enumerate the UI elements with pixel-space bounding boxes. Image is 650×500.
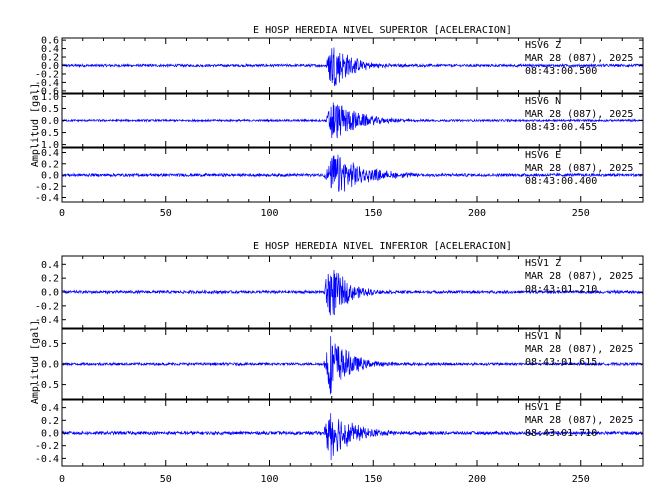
x-tick-label: 100 [260, 208, 278, 219]
panel-superior-z-ytick-label: -0.2 [35, 69, 59, 80]
panel-superior-e-trace [61, 154, 644, 192]
panel-inferior-e-ytick-label: -0.2 [35, 441, 59, 452]
panel-superior-z-ytick-label: 0.4 [41, 44, 59, 55]
panel-superior-z-trace [61, 47, 644, 87]
panel-inferior-e-ytick-label: 0.2 [41, 416, 59, 427]
panel-superior-n-ytick-label: 0.5 [41, 104, 59, 115]
panel-superior-e-date: MAR 28 (087), 2025 [525, 163, 633, 174]
panel-superior-n-time: 08:43:00.455 [525, 122, 597, 133]
panel-inferior-e-time: 08:43:01.710 [525, 428, 597, 439]
panel-inferior-z-ytick-label: 0.0 [41, 288, 59, 299]
panel-inferior-e-date: MAR 28 (087), 2025 [525, 415, 633, 426]
panel-inferior-n-ytick-label: -0.5 [35, 380, 59, 391]
panel-superior-e-ytick-label: 0.0 [41, 171, 59, 182]
x-tick-label: 50 [160, 474, 172, 485]
panel-inferior-e-ytick-label: 0.0 [41, 429, 59, 440]
panel-superior-n-ytick-label: 0.0 [41, 116, 59, 127]
panel-inferior-z-ytick-label: 0.4 [41, 260, 59, 271]
panel-superior-e-ytick-label: -0.2 [35, 182, 59, 193]
panel-superior-z-date: MAR 28 (087), 2025 [525, 53, 633, 64]
panel-superior-z-ytick-label: -0.6 [35, 86, 59, 97]
panel-superior-e-ytick-label: 0.2 [41, 159, 59, 170]
x-tick-label: 150 [364, 208, 382, 219]
panel-superior-z-ytick-label: -0.4 [35, 78, 59, 89]
panel-inferior-z-station-label: HSV1 Z [525, 258, 561, 269]
x-tick-label: 100 [260, 474, 278, 485]
panel-superior-n-ytick-label: -1.0 [35, 140, 59, 151]
x-tick-label: 0 [59, 208, 65, 219]
y-axis-label: Amplitud [gal] [30, 320, 41, 404]
y-axis-label: Amplitud [gal] [30, 83, 41, 167]
panel-superior-n-trace [61, 102, 644, 139]
panel-superior-n-station-label: HSV6 N [525, 96, 561, 107]
panel-inferior-z-ytick-label: -0.4 [35, 315, 59, 326]
x-tick-label: 250 [572, 208, 590, 219]
panel-superior-z-time: 08:43:00.500 [525, 66, 597, 77]
panel-inferior-z-ytick-label: -0.2 [35, 301, 59, 312]
panel-inferior-z-trace [61, 269, 644, 316]
x-tick-label: 250 [572, 474, 590, 485]
panel-superior-e-ytick-label: -0.4 [35, 193, 59, 204]
panel-superior-n-ytick-label: -0.5 [35, 128, 59, 139]
panel-inferior-e-ytick-label: -0.4 [35, 454, 59, 465]
panel-inferior-e-station-label: HSV1 E [525, 402, 561, 413]
panel-inferior-n-ytick-label: 0.0 [41, 360, 59, 371]
x-tick-label: 0 [59, 474, 65, 485]
panel-superior-z-ytick-label: 0.2 [41, 53, 59, 64]
panel-inferior-n-date: MAR 28 (087), 2025 [525, 344, 633, 355]
panel-inferior-n-ytick-label: 0.5 [41, 339, 59, 350]
panel-inferior-z-ytick-label: 0.2 [41, 274, 59, 285]
chart-title: E HOSP HEREDIA NIVEL INFERIOR [ACELERACI… [253, 241, 512, 252]
panel-inferior-n-trace [61, 336, 644, 395]
x-tick-label: 200 [468, 208, 486, 219]
panel-superior-z-ytick-label: 0.0 [41, 61, 59, 72]
panel-inferior-n-station-label: HSV1 N [525, 331, 561, 342]
panel-superior-e-ytick-label: 0.4 [41, 148, 59, 159]
panel-inferior-e-ytick-label: 0.4 [41, 403, 59, 414]
panel-inferior-n-time: 08:43:01.615 [525, 357, 597, 368]
panel-inferior-z-date: MAR 28 (087), 2025 [525, 271, 633, 282]
panel-superior-n-ytick-label: 1.0 [41, 92, 59, 103]
x-tick-label: 150 [364, 474, 382, 485]
x-tick-label: 50 [160, 208, 172, 219]
panel-superior-n-date: MAR 28 (087), 2025 [525, 109, 633, 120]
panel-superior-z-ytick-label: 0.6 [41, 36, 59, 47]
x-tick-label: 200 [468, 474, 486, 485]
chart-title: E HOSP HEREDIA NIVEL SUPERIOR [ACELERACI… [253, 25, 512, 36]
panel-superior-z-station-label: HSV6 Z [525, 40, 561, 51]
panel-inferior-e-trace [61, 413, 644, 461]
panel-superior-e-time: 08:43:00.400 [525, 176, 597, 187]
panel-inferior-z-time: 08:43:01.210 [525, 284, 597, 295]
panel-superior-e-station-label: HSV6 E [525, 150, 561, 161]
